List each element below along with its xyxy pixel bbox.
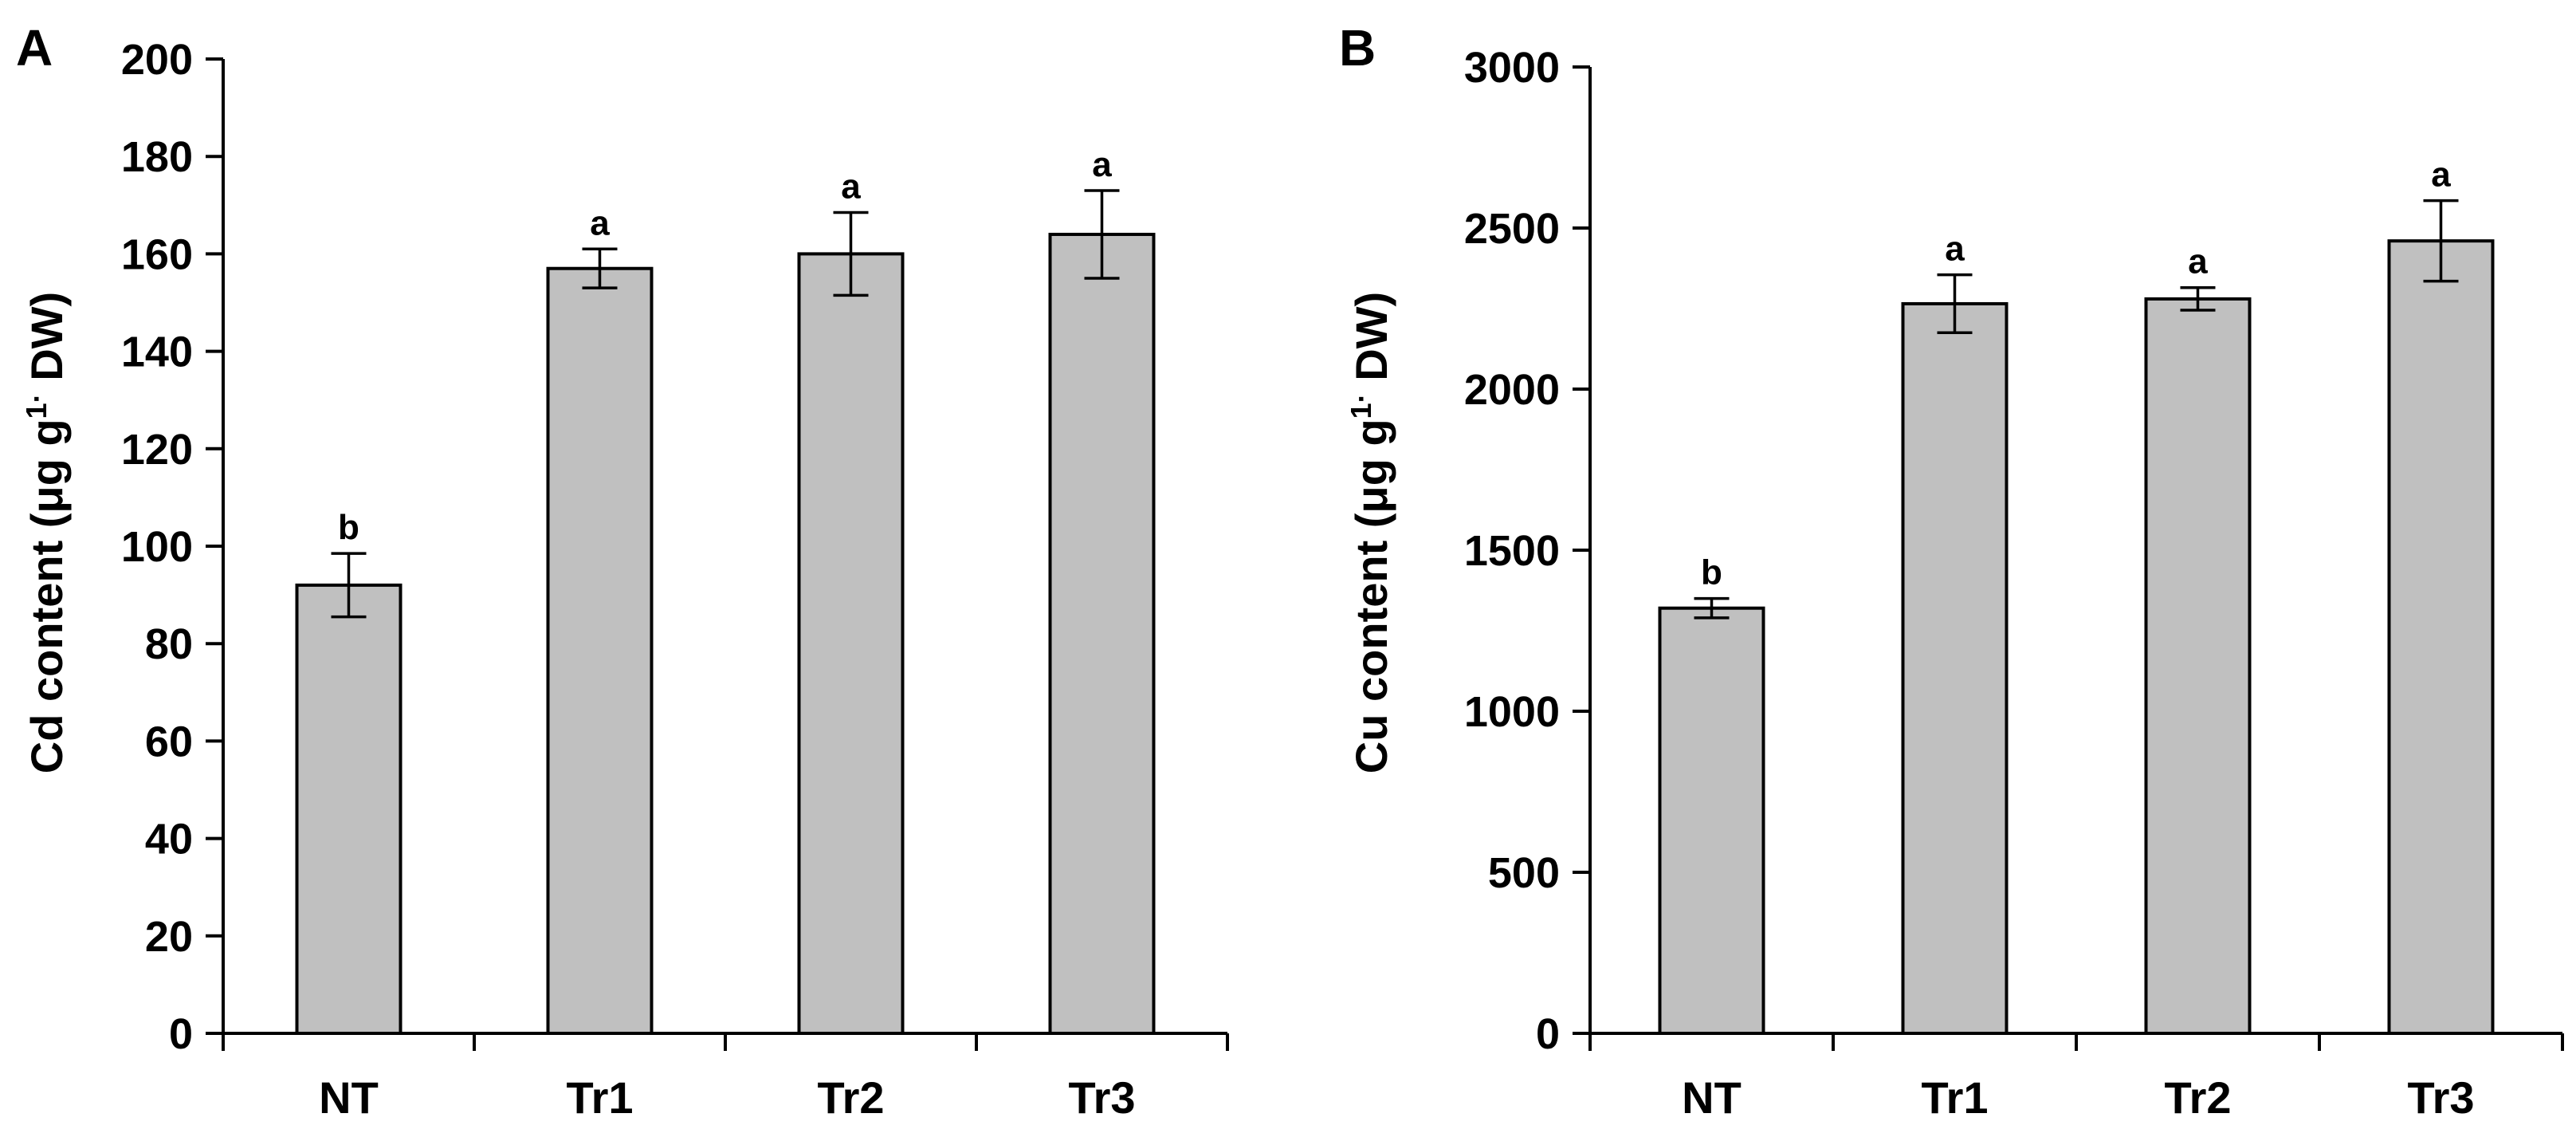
y-tick-label: 20 <box>145 913 193 961</box>
y-tick-label: 120 <box>121 426 193 474</box>
chart-panel-a: A Cd content (μg g1· DW) 0 20 40 60 80 100 120… <box>16 19 1229 1123</box>
y-tick-label: 2000 <box>1464 366 1560 414</box>
bar-tr3 <box>1048 232 1156 1035</box>
x-category-label: NT <box>319 1072 379 1123</box>
y-tick-label: 100 <box>121 523 193 571</box>
panel-label: A <box>16 19 53 77</box>
y-tick-label: 0 <box>1536 1010 1560 1058</box>
y-tick-label: 200 <box>121 36 193 84</box>
y-axis-title: Cd content (μg g1· DW) <box>20 292 72 773</box>
y-axis-title: Cu content (μg g1· DW) <box>1345 292 1396 773</box>
bar-tr3 <box>2387 239 2495 1036</box>
bar-tr1 <box>1901 301 2009 1035</box>
y-tick-label: 0 <box>169 1010 193 1058</box>
y-tick-label: 60 <box>145 718 193 765</box>
y-tick-label: 1500 <box>1464 527 1560 575</box>
significance-label: b <box>338 508 359 547</box>
significance-label: b <box>1701 553 1722 592</box>
y-tick-label: 3000 <box>1464 44 1560 92</box>
y-tick-label: 140 <box>121 329 193 376</box>
significance-label: a <box>590 203 610 242</box>
significance-label: a <box>2188 242 2208 281</box>
x-category-label: Tr2 <box>817 1072 884 1123</box>
y-tick-label: 2500 <box>1464 205 1560 253</box>
y-tick-label: 160 <box>121 230 193 278</box>
x-category-label: Tr3 <box>1068 1072 1135 1123</box>
bar-tr1 <box>546 266 654 1036</box>
bar-tr2 <box>797 252 905 1035</box>
significance-label: a <box>1945 230 1965 269</box>
y-tick-label: 180 <box>121 133 193 181</box>
x-category-label: Tr3 <box>2407 1072 2474 1123</box>
x-category-label: NT <box>1682 1072 1742 1123</box>
x-category-label: Tr2 <box>2164 1072 2231 1123</box>
significance-label: a <box>2431 155 2451 195</box>
x-category-label: Tr1 <box>566 1072 633 1123</box>
significance-label: a <box>841 167 861 206</box>
y-tick-label: 500 <box>1488 849 1560 897</box>
x-category-label: Tr1 <box>1921 1072 1988 1123</box>
bar-nt <box>295 583 402 1035</box>
chart-panel-b: B Cu content (μg g1· DW) 0 500 1000 1500 200… <box>1339 19 2564 1123</box>
y-tick-label: 80 <box>145 620 193 668</box>
y-tick-label: 1000 <box>1464 688 1560 736</box>
bar-tr2 <box>2144 297 2252 1035</box>
significance-label: a <box>1092 145 1112 184</box>
bar-nt <box>1658 606 1765 1035</box>
y-tick-label: 40 <box>145 816 193 864</box>
panel-label: B <box>1339 19 1376 77</box>
